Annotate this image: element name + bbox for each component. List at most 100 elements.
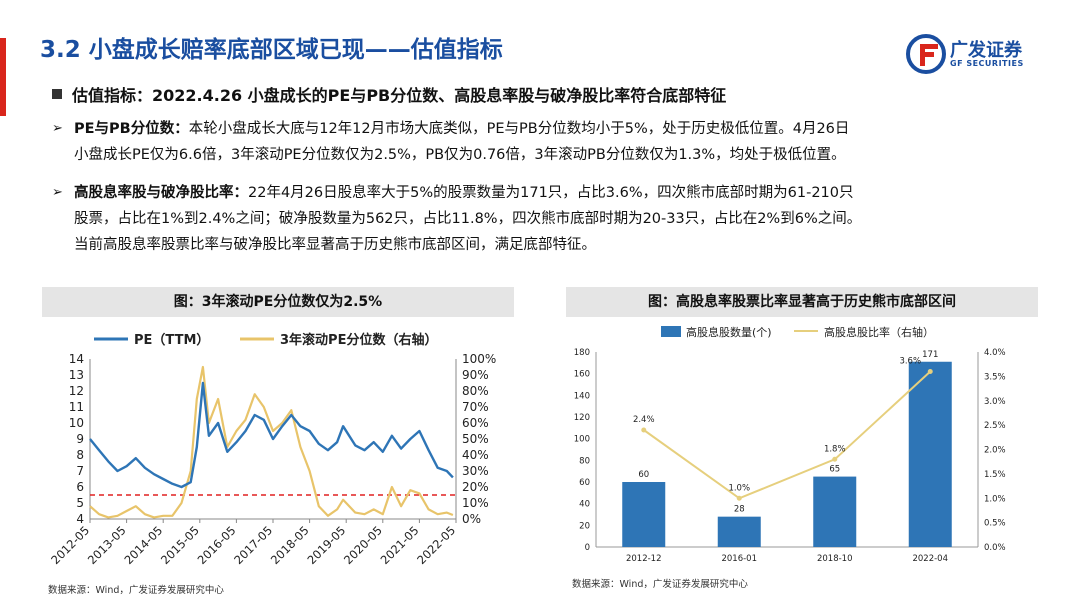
logo-text: 广发证券	[950, 40, 1022, 61]
bar-value-label: 28	[734, 505, 745, 515]
company-logo: 广发证券 GF SECURITIES	[906, 34, 1056, 74]
right-y-tick-label: 1.0%	[984, 494, 1006, 504]
ratio-point	[736, 495, 742, 501]
x-tick-label: 2022-04	[912, 554, 948, 564]
right-y-tick-label: 50%	[462, 432, 489, 446]
ratio-point	[927, 369, 933, 374]
x-tick-label: 2015-05	[158, 523, 202, 567]
right-y-tick-label: 1.5%	[984, 470, 1006, 480]
left-y-tick-label: 4	[76, 512, 84, 526]
right-y-tick-label: 100%	[462, 352, 496, 366]
bullet-label: 高股息率股与破净股比率：	[74, 185, 248, 201]
bullet-dividend: ➢ 高股息率股与破净股比率：22年4月26日股息率大于5%的股票数量为171只，…	[52, 180, 1062, 258]
x-tick-label: 2018-10	[817, 554, 853, 564]
right-y-tick-label: 10%	[462, 496, 489, 510]
bullet-text: 小盘成长PE仅为6.6倍，3年滚动PE分位数仅为2.5%，PB仅为0.76倍，3…	[74, 147, 846, 163]
bar-value-label: 65	[829, 465, 840, 475]
ratio-value-label: 2.4%	[633, 415, 655, 425]
right-y-tick-label: 0%	[462, 512, 481, 526]
bullet-text: 股票，占比在1%到2.4%之间；破净股数量为562只，占比11.8%，四次熊市底…	[74, 211, 862, 227]
left-y-tick-label: 6	[76, 480, 84, 494]
ratio-value-label: 3.6%	[899, 357, 921, 367]
left-y-tick-label: 14	[69, 352, 84, 366]
left-y-tick-label: 40	[579, 500, 590, 510]
legend-label-percentile: 3年滚动PE分位数（右轴）	[280, 332, 437, 348]
legend-swatch-count	[661, 326, 681, 337]
ratio-value-label: 1.0%	[728, 483, 750, 493]
left-y-tick-label: 100	[574, 435, 590, 445]
bullet-text: 本轮小盘成长大底与12年12月市场大底类似，PE与PB分位数均小于5%，处于历史…	[188, 121, 850, 137]
x-tick-label: 2022-05	[414, 523, 458, 567]
logo-mark-icon	[906, 34, 946, 74]
left-y-tick-label: 60	[579, 478, 590, 488]
summary-text: 估值指标：2022.4.26 小盘成长的PE与PB分位数、高股息率股与破净股比率…	[72, 86, 727, 105]
series-line-percentile	[89, 365, 454, 519]
right-y-tick-label: 60%	[462, 416, 489, 430]
left-y-tick-label: 11	[69, 400, 84, 414]
pe-percentile-chart: PE（TTM） 3年滚动PE分位数（右轴） 4 5 6 7 8 9 10 11 12 13 14 0% 10…	[48, 332, 496, 567]
left-y-tick-label: 5	[76, 496, 84, 510]
bar	[908, 361, 952, 547]
left-y-tick-label: 7	[76, 464, 84, 478]
right-y-tick-label: 90%	[462, 368, 489, 382]
right-y-tick-label: 70%	[462, 400, 489, 414]
series-line-ratio	[643, 370, 931, 500]
left-y-tick-label: 12	[69, 384, 84, 398]
x-tick-label: 2014-05	[121, 523, 165, 567]
x-tick-label: 2017-05	[231, 523, 275, 567]
legend-label-pe: PE（TTM）	[134, 332, 209, 348]
left-y-tick-label: 180	[574, 348, 590, 358]
bar	[622, 482, 666, 547]
arrow-bullet-icon: ➢	[52, 185, 63, 200]
x-tick-label: 2021-05	[378, 523, 422, 567]
right-y-tick-label: 0.0%	[984, 543, 1006, 553]
right-y-tick-label: 3.5%	[984, 372, 1006, 382]
logo-subtext: GF SECURITIES	[950, 59, 1024, 68]
right-chart-title: 图：高股息率股票比率显著高于历史熊市底部区间	[566, 287, 1038, 317]
arrow-bullet-icon: ➢	[52, 121, 63, 136]
right-y-tick-label: 4.0%	[984, 348, 1006, 358]
bar	[717, 516, 761, 547]
x-tick-label: 2016-05	[195, 523, 239, 567]
x-tick-label: 2020-05	[341, 523, 385, 567]
right-y-tick-label: 3.0%	[984, 397, 1006, 407]
right-y-tick-label: 80%	[462, 384, 489, 398]
right-y-tick-label: 30%	[462, 464, 489, 478]
left-y-tick-label: 0	[585, 543, 590, 553]
left-y-tick-label: 10	[69, 416, 84, 430]
bullet-text: 当前高股息率股票比率与破净股比率显著高于历史熊市底部区间，满足底部特征。	[74, 237, 596, 253]
bullet-label: PE与PB分位数：	[74, 121, 189, 137]
left-y-tick-label: 13	[69, 368, 84, 382]
x-tick-label: 2012-05	[48, 523, 92, 567]
bar-value-label: 171	[922, 350, 938, 360]
right-source: 数据来源：Wind，广发证券发展研究中心	[572, 579, 748, 590]
dividend-chart: 高股息股数量(个) 高股息股比率（右轴） 0 20 40 60 80 100 120 140 160…	[574, 325, 1006, 564]
x-tick-label: 2012-12	[626, 554, 662, 564]
page-title: 3.2 小盘成长赔率底部区域已现——估值指标	[40, 37, 503, 63]
right-y-tick-label: 2.0%	[984, 446, 1006, 456]
ratio-point	[641, 427, 647, 433]
summary-line: 估值指标：2022.4.26 小盘成长的PE与PB分位数、高股息率股与破净股比率…	[52, 82, 726, 106]
bar	[813, 476, 857, 547]
right-y-tick-label: 20%	[462, 480, 489, 494]
right-y-tick-label: 40%	[462, 448, 489, 462]
left-y-tick-label: 9	[76, 432, 84, 446]
left-y-tick-label: 160	[574, 370, 590, 380]
left-y-tick-label: 8	[76, 448, 84, 462]
legend-label-ratio: 高股息股比率（右轴）	[824, 325, 934, 339]
accent-bar	[0, 38, 6, 116]
ratio-point	[832, 456, 838, 462]
square-bullet-icon	[52, 89, 62, 99]
left-y-tick-label: 140	[574, 391, 590, 401]
left-source: 数据来源：Wind，广发证券发展研究中心	[48, 585, 224, 596]
bullet-text: 22年4月26日股息率大于5%的股票数量为171只，占比3.6%，四次熊市底部时…	[248, 185, 854, 201]
left-chart-title: 图：3年滚动PE分位数仅为2.5%	[42, 287, 514, 317]
x-tick-label: 2016-01	[721, 554, 757, 564]
x-tick-label: 2019-05	[304, 523, 348, 567]
bullet-pe-pb: ➢ PE与PB分位数：本轮小盘成长大底与12年12月市场大底类似，PE与PB分位…	[52, 116, 1062, 168]
ratio-value-label: 1.8%	[824, 444, 846, 454]
x-tick-label: 2013-05	[85, 523, 129, 567]
right-y-tick-label: 2.5%	[984, 421, 1006, 431]
right-y-tick-label: 0.5%	[984, 519, 1006, 529]
left-y-tick-label: 20	[579, 521, 590, 531]
